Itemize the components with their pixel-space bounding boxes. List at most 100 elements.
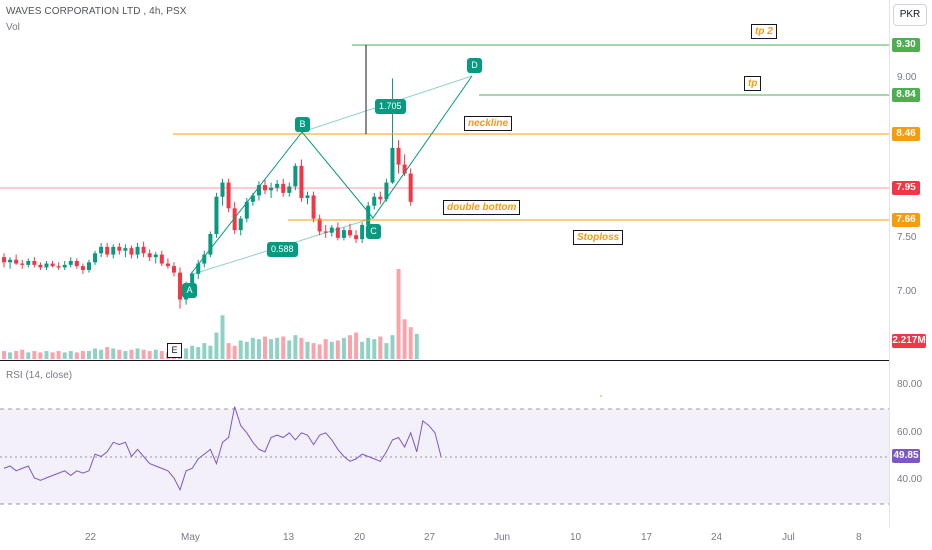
time-tick: 22: [85, 532, 97, 543]
time-tick: 8: [856, 532, 862, 543]
candle-body: [390, 147, 395, 183]
volume-bar: [323, 339, 328, 359]
symbol-title[interactable]: WAVES CORPORATION LTD , 4h, PSX: [6, 6, 187, 17]
candle-body: [117, 246, 122, 251]
rsi-tick: 40.00: [897, 474, 923, 485]
volume-bar: [414, 333, 419, 359]
volume-bar: [263, 336, 268, 359]
pattern-point-d[interactable]: D: [467, 58, 482, 73]
candle-body: [378, 196, 383, 200]
rsi-tick: 60.00: [897, 427, 923, 438]
volume-bar: [360, 341, 365, 359]
volume-bar: [159, 351, 164, 359]
volume-bar: [293, 335, 298, 359]
candle-body: [44, 263, 49, 268]
time-tick: 17: [641, 532, 653, 543]
volume-bar: [275, 337, 280, 359]
volume-bar: [354, 332, 359, 359]
volume-bar: [105, 347, 110, 359]
volume-bar: [123, 351, 128, 359]
candle-body: [244, 201, 249, 219]
candle-body: [347, 230, 352, 236]
candle-body: [93, 253, 98, 263]
volume-bar: [38, 352, 43, 359]
candles: [2, 78, 413, 309]
volume-bar: [378, 336, 383, 359]
tp-price-tag: 8.84: [892, 88, 920, 102]
candle-body: [190, 273, 195, 286]
candle-body: [68, 261, 73, 265]
candle-body: [354, 235, 359, 240]
rsi-legend: RSI (14, close): [6, 370, 73, 381]
tp-annotation[interactable]: tp: [744, 76, 762, 91]
volume-bar: [184, 348, 189, 359]
currency-button[interactable]: PKR: [893, 4, 927, 26]
rsi-tick: 80.00: [897, 379, 923, 390]
candle-body: [305, 195, 310, 198]
volume-bar: [44, 351, 49, 359]
volume-bar: [366, 337, 371, 359]
volume-bar: [317, 344, 322, 359]
candle-body: [384, 182, 389, 200]
candle-body: [80, 266, 85, 270]
neckline-annotation[interactable]: neckline: [464, 116, 513, 131]
volume-bar: [232, 345, 237, 359]
volume-bar: [93, 348, 98, 359]
volume-bar: [341, 337, 346, 359]
volume-bar: [14, 351, 19, 359]
candle-body: [396, 147, 401, 165]
volume-bar: [238, 340, 243, 359]
volume-bar: [402, 319, 407, 359]
rsi-value-tag: 49.85: [892, 449, 920, 463]
candle-body: [293, 165, 298, 187]
time-tick: May: [181, 532, 200, 543]
volume-bar: [329, 341, 334, 359]
abcd-pattern: [189, 75, 473, 276]
time-tick: 13: [283, 532, 295, 543]
price-tick: 9.00: [897, 72, 917, 83]
volume-bar: [117, 349, 122, 359]
candle-body: [269, 187, 274, 191]
volume-bar: [111, 348, 116, 359]
tp2-annotation[interactable]: tp 2: [751, 24, 777, 39]
volume-bar: [129, 349, 134, 359]
volume-bar: [153, 349, 158, 359]
candle-body: [311, 195, 316, 219]
pattern-point-c[interactable]: C: [366, 224, 381, 239]
candle-body: [20, 263, 25, 265]
volume-bar: [50, 352, 55, 359]
volume-bar: [68, 351, 73, 359]
stoploss-annotation[interactable]: Stoploss: [573, 230, 624, 245]
volume-bar: [281, 336, 286, 359]
pattern-point-a[interactable]: A: [182, 283, 197, 298]
candle-body: [208, 234, 213, 255]
volume-bars: [2, 269, 419, 359]
candle-body: [129, 248, 134, 255]
time-tick: 27: [424, 532, 436, 543]
volume-bar: [141, 349, 146, 359]
time-tick: 10: [570, 532, 582, 543]
candle-body: [214, 196, 219, 234]
ab-ratio-label[interactable]: 0.588: [267, 242, 298, 257]
earnings-event-marker[interactable]: E: [167, 343, 182, 358]
candle-body: [329, 227, 334, 233]
pattern-point-b[interactable]: B: [295, 117, 310, 132]
volume-bar: [250, 337, 255, 359]
price-tick: 7.00: [897, 286, 917, 297]
volume-bar: [396, 269, 401, 359]
candle-body: [178, 272, 183, 300]
candle-body: [74, 261, 79, 267]
volume-bar: [372, 339, 377, 359]
volume-bar: [408, 327, 413, 359]
bd-ratio-label[interactable]: 1.705: [375, 99, 406, 114]
price-pane-grid: [0, 0, 890, 528]
volume-bar: [208, 345, 213, 359]
volume-bar: [56, 351, 61, 359]
double-bottom-annotation[interactable]: double bottom: [443, 200, 521, 215]
candle-body: [32, 261, 37, 265]
candle-body: [335, 227, 340, 238]
time-tick: Jun: [494, 532, 511, 543]
candle-body: [105, 246, 110, 255]
candle-body: [250, 195, 255, 202]
